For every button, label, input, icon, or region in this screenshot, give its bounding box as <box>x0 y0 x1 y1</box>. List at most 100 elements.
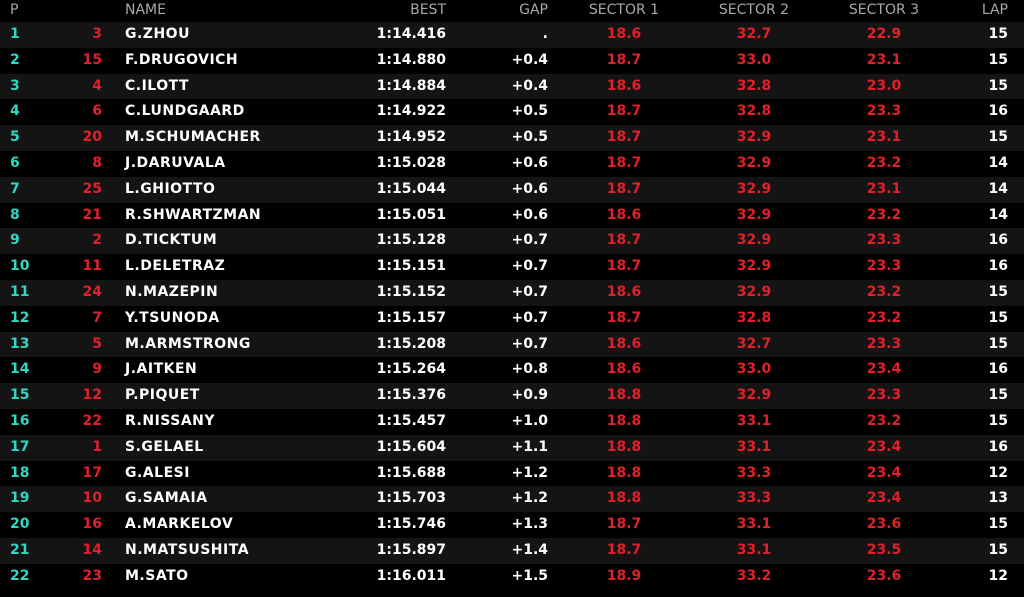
sector-1-cell: 18.8 <box>606 438 642 455</box>
lap-cell: 13 <box>988 490 1008 507</box>
best-time-cell: 1:15.897 <box>376 541 446 558</box>
sector-2-cell: 33.0 <box>736 51 772 68</box>
driver-name-cell: C.ILOTT <box>125 77 190 94</box>
best-time-cell: 1:15.688 <box>376 464 446 481</box>
position-cell: 9 <box>10 232 20 249</box>
best-time-cell: 1:15.157 <box>376 309 446 326</box>
car-number-cell: 11 <box>82 258 102 275</box>
car-number-cell: 24 <box>82 283 102 300</box>
driver-name-cell: Y.TSUNODA <box>125 309 220 326</box>
sector-2-cell: 32.9 <box>736 258 772 275</box>
sector-3-cell: 23.1 <box>866 129 902 146</box>
car-number-cell: 21 <box>82 206 102 223</box>
driver-name-cell: F.DRUGOVICH <box>125 51 239 68</box>
sector-2-cell: 32.9 <box>736 154 772 171</box>
driver-name-cell: C.LUNDGAARD <box>125 103 245 120</box>
gap-cell: +1.3 <box>511 516 548 533</box>
best-time-cell: 1:14.880 <box>376 51 446 68</box>
best-time-cell: 1:15.044 <box>376 180 446 197</box>
car-number-cell: 9 <box>92 361 102 378</box>
best-time-cell: 1:15.028 <box>376 154 446 171</box>
sector-1-cell: 18.8 <box>606 412 642 429</box>
gap-cell: +1.1 <box>511 438 548 455</box>
car-number-cell: 22 <box>82 412 102 429</box>
position-cell: 13 <box>10 335 30 352</box>
sector-2-cell: 32.7 <box>736 26 772 42</box>
position-cell: 15 <box>10 387 30 404</box>
car-number-cell: 8 <box>92 154 102 171</box>
gap-cell: +1.2 <box>511 490 548 507</box>
sector-2-cell: 32.9 <box>736 129 772 146</box>
header-lap: LAP <box>981 2 1008 18</box>
sector-2-cell: 33.1 <box>736 438 772 455</box>
best-time-cell: 1:15.128 <box>376 232 446 249</box>
table-row: 3 4 C.ILOTT 1:14.884 +0.4 18.6 32.8 23.0 15 <box>0 73 1024 100</box>
gap-cell: +1.2 <box>511 464 548 481</box>
sector-2-cell: 32.9 <box>736 283 772 300</box>
table-row: 15 12 P.PIQUET 1:15.376 +0.9 18.8 32.9 23.3 15 <box>0 383 1024 409</box>
car-number-cell: 16 <box>82 516 102 533</box>
sector-3-cell: 23.4 <box>866 361 902 378</box>
header-sector-1: SECTOR 1 <box>588 2 660 18</box>
best-time-cell: 1:14.884 <box>376 77 446 94</box>
sector-2-cell: 32.9 <box>736 232 772 249</box>
lap-cell: 15 <box>988 516 1008 533</box>
position-cell: 16 <box>10 412 30 429</box>
car-number-cell: 14 <box>82 541 102 558</box>
best-time-cell: 1:14.952 <box>376 129 446 146</box>
best-time-cell: 1:15.051 <box>376 206 446 223</box>
header-gap: GAP <box>519 2 548 18</box>
lap-cell: 12 <box>988 464 1008 481</box>
gap-cell: +0.8 <box>511 361 548 378</box>
lap-cell: 16 <box>988 103 1008 120</box>
lap-cell: 14 <box>988 206 1008 223</box>
gap-cell: +0.7 <box>511 309 548 326</box>
sector-3-cell: 23.6 <box>866 516 902 533</box>
gap-cell: +0.7 <box>511 335 548 352</box>
sector-1-cell: 18.7 <box>606 129 642 146</box>
best-time-cell: 1:15.457 <box>376 412 446 429</box>
best-time-cell: 1:15.208 <box>376 335 446 352</box>
gap-cell: +0.7 <box>511 232 548 249</box>
table-row: 21 14 N.MATSUSHITA 1:15.897 +1.4 18.7 33.1 23.5… <box>0 537 1024 564</box>
table-row: 16 22 R.NISSANY 1:15.457 +1.0 18.8 33.1 23.2 15 <box>0 408 1024 435</box>
sector-2-cell: 33.2 <box>736 567 772 584</box>
car-number-cell: 7 <box>92 309 102 326</box>
sector-2-cell: 32.9 <box>736 387 772 404</box>
lap-cell: 15 <box>988 26 1008 42</box>
lap-cell: 15 <box>988 51 1008 68</box>
sector-3-cell: 23.0 <box>866 77 902 94</box>
lap-cell: 16 <box>988 438 1008 455</box>
position-cell: 18 <box>10 464 30 481</box>
best-time-cell: 1:16.011 <box>376 567 446 584</box>
car-number-cell: 6 <box>92 103 102 120</box>
position-cell: 11 <box>10 283 30 300</box>
sector-3-cell: 23.1 <box>866 180 902 197</box>
lap-cell: 15 <box>988 283 1008 300</box>
position-cell: 5 <box>10 129 20 146</box>
table-row: 11 24 N.MAZEPIN 1:15.152 +0.7 18.6 32.9 23.2 15 <box>0 279 1024 306</box>
gap-cell: +0.5 <box>511 103 548 120</box>
table-row: 19 10 G.SAMAIA 1:15.703 +1.2 18.8 33.3 23.4 13 <box>0 486 1024 513</box>
sector-3-cell: 23.3 <box>866 335 902 352</box>
best-time-cell: 1:15.151 <box>376 258 446 275</box>
position-cell: 22 <box>10 567 30 584</box>
car-number-cell: 25 <box>82 180 102 197</box>
table-row: 6 8 J.DARUVALA 1:15.028 +0.6 18.7 32.9 23.2 14 <box>0 150 1024 177</box>
gap-cell: +0.5 <box>511 129 548 146</box>
sector-2-cell: 32.9 <box>736 180 772 197</box>
sector-1-cell: 18.6 <box>606 361 642 378</box>
sector-2-cell: 32.9 <box>736 206 772 223</box>
car-number-cell: 15 <box>82 51 102 68</box>
sector-3-cell: 23.4 <box>866 490 902 507</box>
sector-1-cell: 18.7 <box>606 516 642 533</box>
position-cell: 3 <box>10 77 20 94</box>
car-number-cell: 23 <box>82 567 102 584</box>
sector-2-cell: 33.3 <box>736 490 772 507</box>
lap-cell: 16 <box>988 232 1008 249</box>
gap-cell: +0.4 <box>511 77 548 94</box>
driver-name-cell: L.DELETRAZ <box>125 258 226 275</box>
sector-1-cell: 18.8 <box>606 490 642 507</box>
driver-name-cell: G.SAMAIA <box>125 490 208 507</box>
sector-2-cell: 33.1 <box>736 541 772 558</box>
